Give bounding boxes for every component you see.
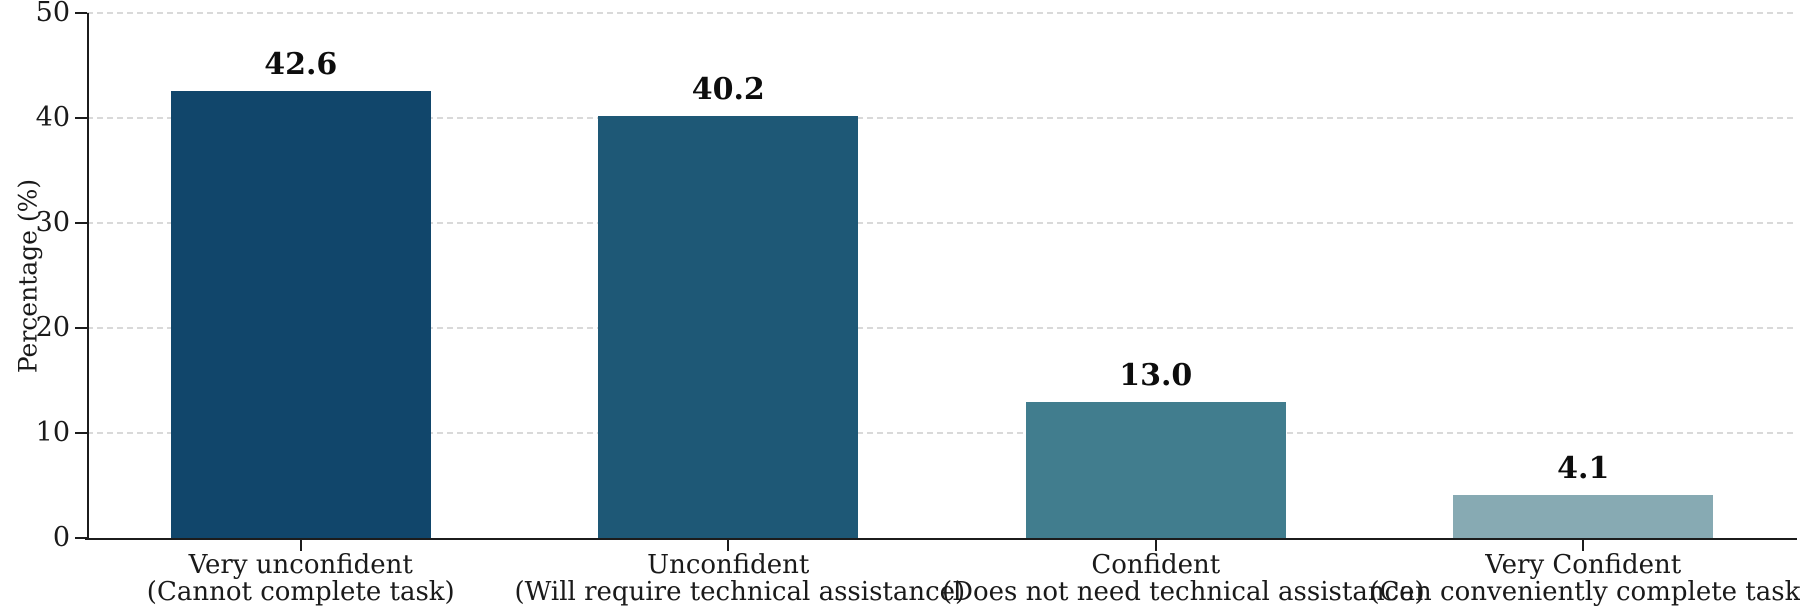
y-tick-label: 40 bbox=[35, 102, 70, 133]
y-tick-label: 20 bbox=[35, 312, 70, 343]
y-axis-tick bbox=[75, 12, 87, 14]
bar bbox=[170, 90, 431, 538]
bar-value-label: 42.6 bbox=[264, 46, 338, 82]
gridline bbox=[87, 327, 1797, 329]
x-axis-tick bbox=[1582, 540, 1585, 551]
category-label-line2: (Cannot complete task) bbox=[146, 577, 455, 607]
y-axis-tick bbox=[75, 432, 87, 434]
gridline bbox=[87, 12, 1797, 14]
y-axis-tick bbox=[75, 537, 87, 539]
y-tick-label: 0 bbox=[52, 522, 70, 553]
x-axis-tick bbox=[727, 540, 730, 551]
category-label: Very unconfident (Cannot complete task) bbox=[87, 552, 515, 606]
y-axis-tick bbox=[75, 327, 87, 329]
category-label: Unconfident (Will require technical assis… bbox=[514, 550, 966, 607]
category-label-line2: (Can conveniently complete task) bbox=[1369, 577, 1800, 607]
category-label-line2: (Will require technical assistance) bbox=[514, 577, 966, 607]
bar-value-label: 40.2 bbox=[691, 71, 765, 107]
gridline bbox=[87, 117, 1797, 119]
y-tick-label: 50 bbox=[35, 0, 70, 28]
x-axis-tick bbox=[299, 540, 302, 551]
category-label: Very Confident (Can conveniently complete… bbox=[1369, 550, 1800, 607]
bar bbox=[1025, 401, 1286, 538]
y-tick-label: 10 bbox=[35, 417, 70, 448]
category-label-line1: Unconfident bbox=[647, 550, 810, 580]
category-label-line1: Confident bbox=[1091, 550, 1221, 580]
y-axis-tick bbox=[75, 222, 87, 224]
bar bbox=[598, 115, 859, 538]
category-label-line1: Very Confident bbox=[1485, 550, 1682, 580]
bar-value-label: 4.1 bbox=[1557, 450, 1610, 486]
bar-value-label: 13.0 bbox=[1119, 357, 1193, 393]
category-label: Confident (Does not need technical assist… bbox=[942, 550, 1425, 607]
y-axis-tick bbox=[75, 117, 87, 119]
y-tick-label: 30 bbox=[35, 207, 70, 238]
x-axis-spine bbox=[85, 538, 1797, 540]
category-label-line2: (Does not need technical assistance) bbox=[942, 577, 1425, 607]
y-axis-spine bbox=[87, 13, 89, 540]
gridline bbox=[87, 222, 1797, 224]
gridline bbox=[87, 432, 1797, 434]
bar bbox=[1453, 494, 1714, 538]
category-label-line1: Very unconfident bbox=[188, 550, 413, 580]
x-axis-tick bbox=[1154, 540, 1157, 551]
